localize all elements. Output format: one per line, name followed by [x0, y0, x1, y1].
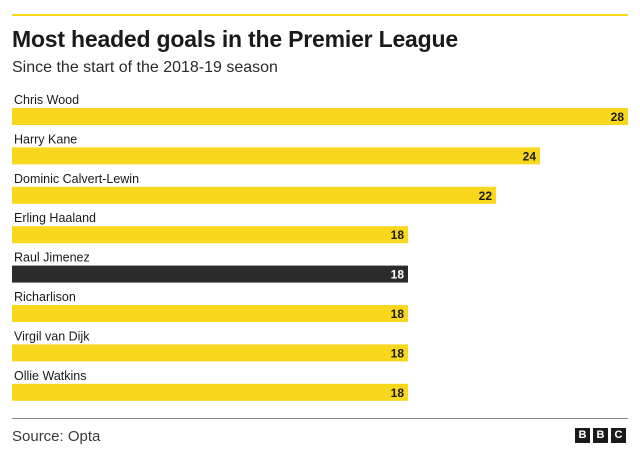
bottom-rule	[12, 418, 628, 419]
bbc-logo-letter: C	[611, 428, 626, 443]
bar	[12, 108, 628, 125]
value-label: 18	[391, 228, 405, 242]
value-label: 24	[523, 149, 537, 163]
bar	[12, 383, 408, 401]
bar	[12, 226, 408, 244]
bbc-logo-letter: B	[593, 428, 608, 443]
top-rule	[12, 14, 628, 16]
chart-title: Most headed goals in the Premier League	[12, 26, 458, 52]
value-label: 18	[391, 386, 405, 400]
source-note: Source: Opta	[12, 428, 101, 445]
category-label: Raul Jimenez	[14, 251, 90, 265]
value-label: 18	[391, 307, 405, 321]
bar	[12, 344, 408, 362]
chart-subtitle: Since the start of the 2018-19 season	[12, 59, 278, 76]
category-label: Dominic Calvert-Lewin	[14, 172, 139, 186]
category-label: Ollie Watkins	[14, 369, 86, 383]
bar	[12, 186, 496, 204]
bar	[12, 305, 408, 322]
value-label: 22	[479, 189, 493, 203]
value-label: 28	[611, 110, 625, 124]
category-label: Chris Wood	[14, 93, 79, 107]
bbc-logo: B B C	[575, 428, 626, 443]
bar	[12, 147, 540, 165]
bbc-logo-letter: B	[575, 428, 590, 443]
category-label: Virgil van Dijk	[14, 329, 90, 343]
value-label: 18	[391, 346, 405, 360]
bar-chart: Chris Wood 28 Harry Kane 24 Dominic Calvert-…	[12, 93, 628, 401]
bar	[12, 265, 408, 283]
category-label: Richarlison	[14, 290, 76, 304]
category-label: Harry Kane	[14, 132, 77, 146]
category-label: Erling Haaland	[14, 211, 96, 225]
value-label: 18	[391, 268, 405, 282]
